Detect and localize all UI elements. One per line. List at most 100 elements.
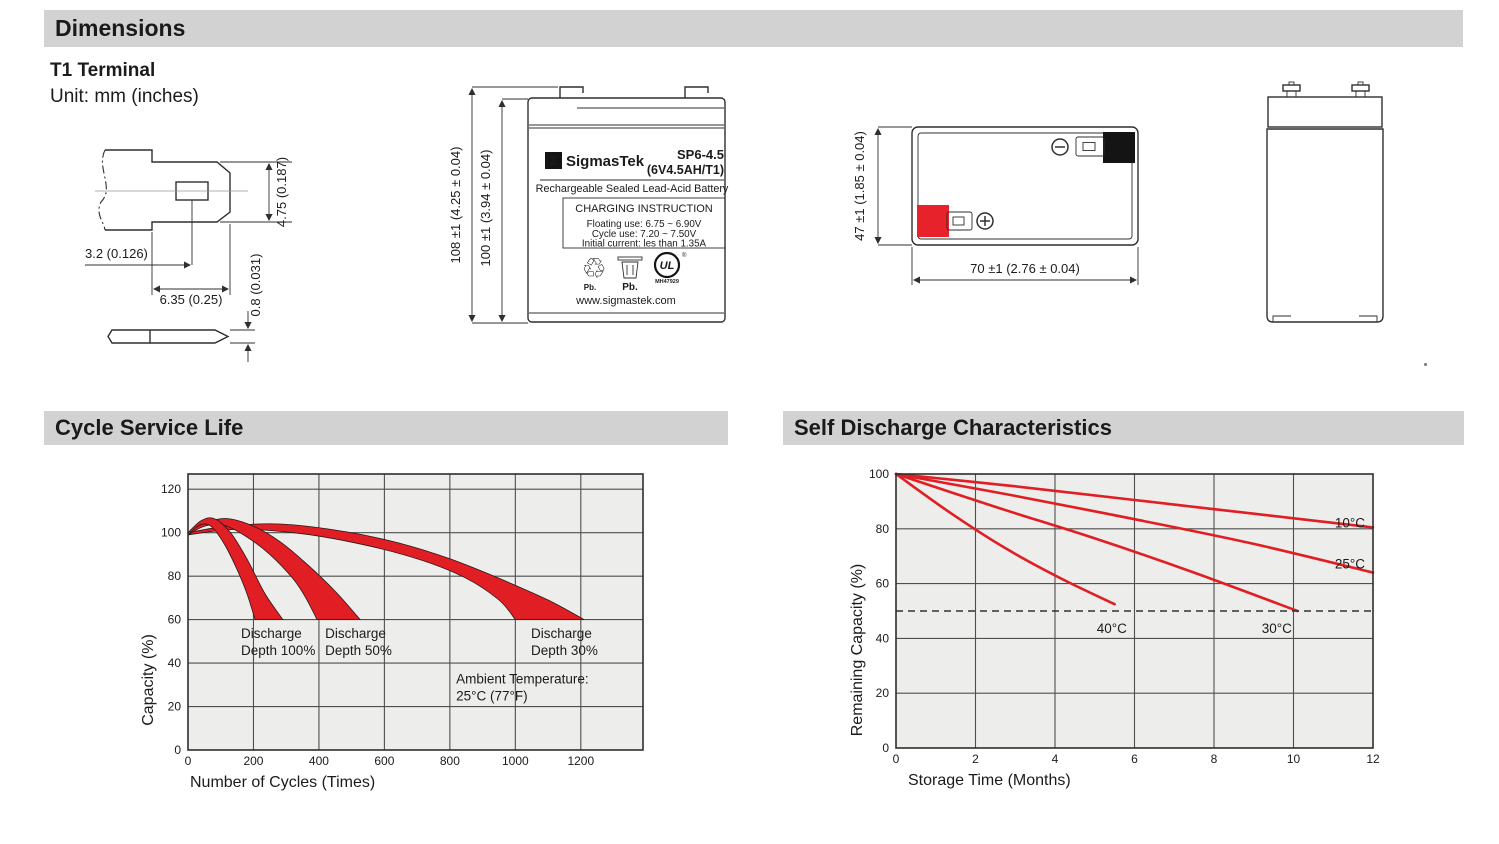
x-axis-label: Number of Cycles (Times) [190, 774, 375, 791]
x-tick-label: 1200 [567, 754, 594, 768]
series-label: 10°C [1335, 515, 1365, 530]
charging-line-3: Initial current: les than 1.35A [582, 239, 707, 250]
y-tick-label: 20 [876, 686, 890, 700]
pb-bin-label: Pb. [622, 282, 638, 293]
annotation-line: Depth 50% [325, 643, 392, 658]
y-tick-label: 100 [161, 526, 181, 540]
side-terminal-right [1351, 81, 1370, 98]
dim-tab-height-label: 4.75 (0.187) [274, 157, 289, 227]
y-axis-label: Remaining Capacity (%) [849, 564, 866, 737]
top-view-inner-line [917, 132, 1133, 240]
terminal-type-label: T1 Terminal [50, 60, 156, 81]
positive-terminal-block [917, 205, 949, 237]
plot-border [187, 473, 644, 751]
terminal-profile-outline [105, 149, 231, 231]
dim-length-label: 70 ±1 (2.76 ± 0.04) [970, 261, 1080, 276]
minus-symbol-icon [1051, 138, 1069, 156]
front-terminal-left [559, 86, 584, 98]
x-tick-label: 2 [972, 752, 979, 766]
positive-faston-tab [946, 211, 973, 231]
band [187, 517, 284, 620]
y-tick-label: 80 [876, 522, 890, 536]
dim-width-label: 47 ±1 (1.85 ± 0.04) [852, 131, 867, 241]
dim-thickness-label: 0.8 (0.031) [248, 254, 263, 317]
website-text: www.sigmastek.com [575, 295, 676, 307]
y-tick-label: 40 [168, 656, 182, 670]
ul-registered-mark: ® [682, 252, 687, 259]
y-axis-label: Capacity (%) [140, 634, 157, 726]
dim-hole-label: 3.2 (0.126) [85, 246, 148, 261]
unit-label: Unit: mm (inches) [50, 86, 199, 107]
front-terminal-right [684, 86, 709, 98]
x-tick-label: 600 [374, 754, 394, 768]
series-line [894, 472, 1116, 606]
dim-tab-width-label: 6.35 (0.25) [160, 292, 223, 307]
battery-side-view [1266, 81, 1384, 323]
battery-front-view: 108 ±1 (4.25 ± 0.04) 100 ±1 (3.94 ± 0.04… [448, 86, 729, 324]
side-terminal-left [1282, 81, 1301, 98]
series-label: 30°C [1262, 621, 1292, 636]
x-tick-label: 10 [1287, 752, 1301, 766]
annotation-line: Depth 100% [241, 643, 315, 658]
x-tick-label: 1000 [502, 754, 529, 768]
terminal-break-line [98, 149, 107, 231]
annotation-line: Discharge [241, 626, 302, 641]
y-tick-label: 60 [168, 613, 182, 627]
annotation-line: 25°C (77°F) [456, 689, 528, 704]
svg-text:UL: UL [660, 260, 675, 272]
x-tick-label: 8 [1211, 752, 1218, 766]
brand-name: SigmasTek [566, 153, 645, 170]
annotation-line: Depth 30% [531, 643, 598, 658]
side-foot-left [1272, 315, 1291, 322]
battery-type-line: Rechargeable Sealed Lead-Acid Battery [536, 183, 729, 195]
x-tick-label: 0 [185, 754, 192, 768]
plus-symbol-icon [976, 212, 994, 230]
y-tick-label: 80 [168, 569, 182, 583]
y-tick-label: 0 [174, 743, 181, 757]
top-view-outline [911, 126, 1139, 246]
battery-top-view: 47 ±1 (1.85 ± 0.04) 70 ±1 (2.76 ± 0.04) [852, 126, 1139, 285]
x-tick-label: 4 [1052, 752, 1059, 766]
x-tick-label: 0 [893, 752, 900, 766]
y-tick-label: 0 [882, 741, 889, 755]
ul-mark-icon: UL ® [653, 251, 687, 279]
dim-case-height-label: 100 ±1 (3.94 ± 0.04) [478, 150, 493, 267]
x-tick-label: 400 [309, 754, 329, 768]
self-discharge-chart: 10°C 25°C 30°C 40°C 0 2 4 6 8 10 12 0 20 40 60 80 100 Sto… [849, 467, 1380, 789]
plot-border [895, 473, 1374, 749]
dimensions-title: Dimensions [55, 15, 186, 41]
y-tick-label: 120 [161, 482, 181, 496]
y-tick-label: 40 [876, 631, 890, 645]
negative-faston-tab [1075, 136, 1105, 157]
charging-instruction-box [562, 197, 726, 249]
side-foot-right [1359, 315, 1378, 322]
series-label: 40°C [1097, 621, 1127, 636]
dimensions-section-bar: Dimensions [44, 10, 1463, 47]
series-line [894, 472, 1299, 613]
sigma-logo-glyph: Σ [550, 153, 558, 168]
self-discharge-title: Self Discharge Characteristics [794, 415, 1112, 440]
sigma-logo-box [545, 152, 562, 169]
series-line [894, 472, 1375, 529]
x-tick-label: 200 [243, 754, 263, 768]
band [187, 523, 585, 620]
pb-recycle-label: Pb. [584, 283, 596, 292]
side-body [1266, 128, 1384, 323]
terminal-edge-profile [107, 329, 230, 344]
ul-file-number: MH47929 [655, 279, 679, 285]
battery-rating: (6V4.5AH/T1) [647, 163, 724, 177]
dim-total-height-label: 108 ±1 (4.25 ± 0.04) [448, 147, 463, 264]
side-cap [1267, 96, 1383, 128]
self-discharge-section-bar: Self Discharge Characteristics [783, 411, 1464, 445]
x-tick-label: 6 [1131, 752, 1138, 766]
y-tick-label: 100 [869, 467, 889, 481]
negative-terminal-block [1103, 132, 1135, 163]
cycle-service-life-title: Cycle Service Life [55, 415, 244, 440]
band [187, 518, 362, 620]
annotation-line: Discharge [531, 626, 592, 641]
annotation-line: Ambient Temperature: [456, 672, 589, 687]
annotation-line: Discharge [325, 626, 386, 641]
x-tick-label: 12 [1366, 752, 1380, 766]
recycle-icon: ♲ [581, 253, 606, 284]
